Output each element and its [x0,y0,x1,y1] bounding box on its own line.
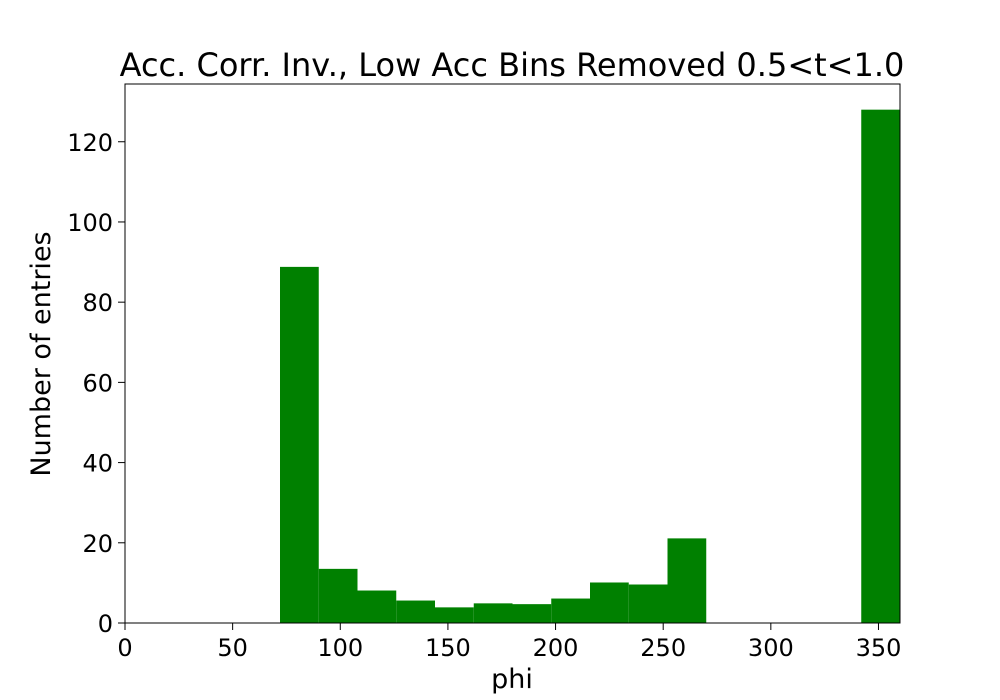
x-axis-ticks: 0 50 100 150 200 250 300 350 [117,623,901,662]
histogram-bar-11 [861,109,900,624]
y-tick-label-100: 100 [67,209,113,237]
y-tick-label-40: 40 [82,450,113,478]
y-tick-label-80: 80 [82,289,113,317]
x-tick-label-100: 100 [317,634,363,662]
x-axis-label: phi [491,664,533,695]
x-tick-label-50: 50 [217,634,248,662]
x-tick-label-0: 0 [117,634,132,662]
y-tick-label-60: 60 [82,369,113,397]
chart-title: Acc. Corr. Inv., Low Acc Bins Removed 0.… [120,46,905,84]
x-tick-label-200: 200 [533,634,579,662]
y-axis-label: Number of entries [26,231,57,476]
y-axis-ticks: 0 20 40 60 80 100 120 [67,129,125,638]
histogram-bar-5 [473,603,513,623]
histogram-bar-4 [435,607,474,623]
plot-frame [124,83,901,624]
histogram-bar-1 [318,568,358,623]
histogram-bar-8 [590,582,629,623]
histogram-bar-6 [512,604,552,623]
y-tick-label-0: 0 [98,610,113,638]
histogram-bar-0 [280,266,319,624]
x-tick-label-250: 250 [640,634,686,662]
bars-layer [280,109,900,624]
histogram-bar-10 [667,538,707,623]
histogram-bar-3 [396,600,435,623]
x-tick-label-150: 150 [425,634,471,662]
histogram-bar-2 [357,590,397,623]
x-tick-label-300: 300 [748,634,794,662]
histogram-bar-9 [628,584,668,623]
x-tick-label-350: 350 [856,634,902,662]
y-tick-label-120: 120 [67,129,113,157]
y-tick-label-20: 20 [82,530,113,558]
histogram-bar-7 [551,598,590,623]
